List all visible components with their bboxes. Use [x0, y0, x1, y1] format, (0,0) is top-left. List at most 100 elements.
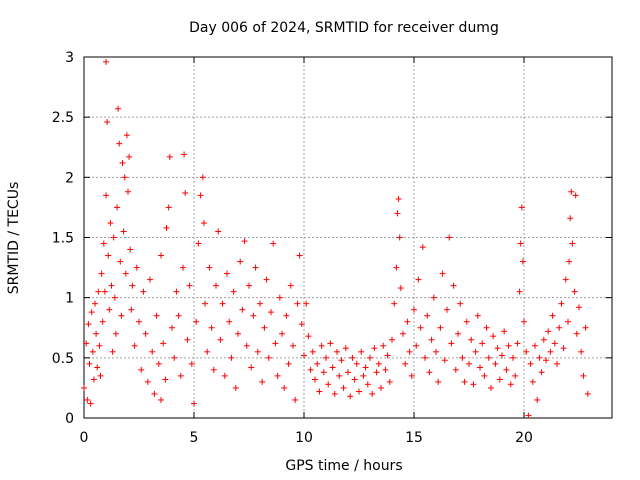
data-point: [186, 282, 193, 289]
data-point: [373, 369, 380, 376]
data-point: [199, 174, 206, 181]
data-point: [426, 369, 433, 376]
data-point: [571, 288, 578, 295]
data-point: [448, 340, 455, 347]
data-point: [514, 340, 521, 347]
data-point: [272, 340, 279, 347]
data-point: [312, 376, 318, 383]
data-point: [316, 388, 323, 395]
data-point: [140, 288, 147, 295]
data-point: [525, 412, 532, 419]
data-point: [382, 366, 389, 373]
data-point: [173, 288, 180, 295]
data-point: [296, 252, 303, 259]
data-point: [389, 336, 395, 343]
data-point: [108, 282, 115, 289]
data-point: [195, 240, 202, 247]
data-point: [98, 270, 105, 277]
data-point: [307, 366, 314, 373]
data-point: [147, 276, 153, 283]
data-point: [276, 294, 283, 301]
data-point: [422, 354, 428, 361]
data-point: [367, 354, 373, 361]
y-tick-label: 1.5: [52, 231, 74, 247]
data-point: [248, 364, 255, 371]
data-point: [110, 234, 117, 241]
data-point: [257, 300, 263, 307]
data-point: [263, 276, 270, 283]
data-point: [171, 354, 178, 361]
data-point: [221, 372, 228, 379]
data-point: [331, 390, 338, 397]
data-point: [463, 318, 470, 325]
data-point: [259, 378, 266, 385]
data-point: [393, 264, 400, 271]
data-point: [360, 372, 367, 379]
data-point: [265, 354, 272, 361]
data-point: [246, 282, 252, 289]
data-point: [483, 324, 490, 331]
data-point: [554, 360, 560, 367]
data-point: [386, 378, 393, 385]
data-point: [396, 234, 403, 241]
data-point: [232, 384, 239, 391]
data-point: [441, 357, 448, 364]
data-point: [568, 188, 575, 195]
data-point: [274, 372, 281, 379]
data-point: [219, 300, 226, 307]
data-point: [136, 318, 142, 325]
data-point: [406, 348, 413, 355]
data-point: [340, 384, 347, 391]
data-point: [323, 354, 329, 361]
data-point: [106, 306, 113, 313]
data-point: [204, 348, 211, 355]
data-point: [543, 357, 549, 364]
data-point: [378, 384, 384, 391]
data-point: [200, 220, 207, 227]
data-point: [527, 360, 534, 367]
data-point: [516, 288, 523, 295]
data-point: [395, 195, 402, 202]
data-point: [213, 282, 219, 289]
data-point: [327, 340, 334, 347]
data-point: [96, 342, 103, 349]
chart-title: Day 006 of 2024, SRMTID for receiver dum…: [189, 20, 499, 36]
data-point: [566, 258, 573, 265]
data-point: [142, 330, 149, 337]
data-point: [562, 276, 569, 283]
data-point: [314, 360, 321, 367]
data-point: [470, 381, 477, 388]
data-point: [122, 270, 129, 277]
data-point: [569, 240, 576, 247]
data-point: [371, 345, 378, 352]
data-point: [114, 204, 120, 211]
data-point: [254, 348, 261, 355]
data-point: [455, 330, 461, 337]
data-point: [281, 384, 288, 391]
data-point: [404, 318, 411, 325]
data-point: [261, 324, 268, 331]
data-point: [239, 306, 246, 313]
data-point: [417, 324, 424, 331]
data-point: [411, 306, 417, 313]
data-point: [413, 342, 420, 349]
data-point: [268, 309, 274, 316]
data-point: [424, 312, 431, 319]
data-point: [369, 390, 376, 397]
y-axis-label: SRMTID / TECUs: [6, 182, 22, 295]
data-point: [536, 354, 543, 361]
data-point: [305, 333, 312, 340]
data-point: [175, 312, 182, 319]
data-point: [481, 372, 488, 379]
data-point: [545, 328, 552, 335]
data-point: [342, 345, 349, 352]
data-point: [112, 330, 119, 337]
data-point: [540, 336, 547, 343]
data-point: [105, 252, 112, 259]
data-point: [283, 312, 290, 319]
x-tick-label: 10: [295, 430, 313, 446]
data-point: [84, 396, 91, 403]
data-point: [279, 330, 285, 337]
data-point: [250, 312, 257, 319]
data-point: [496, 376, 503, 383]
